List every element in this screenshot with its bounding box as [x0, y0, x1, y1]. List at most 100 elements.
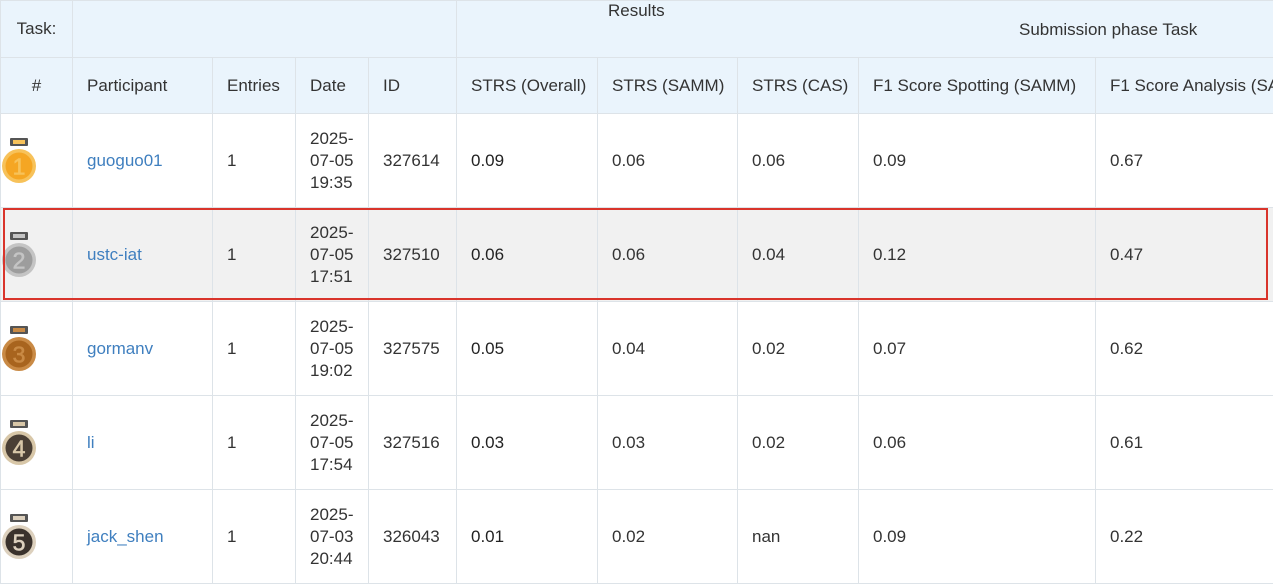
medal-number: 4	[13, 435, 26, 461]
f1-spotting-samm-cell: 0.07	[858, 301, 1096, 396]
gold-medal-icon: 1	[2, 137, 36, 183]
strs-cas-cell: 0.02	[737, 395, 859, 490]
table-row[interactable]: 1 guoguo01 1 2025- 07-05 19:35 327614 0.09 0.06 0…	[0, 113, 1273, 208]
date-time: 19:02	[310, 360, 353, 380]
date-cell: 2025- 07-03 20:44	[295, 489, 369, 584]
silver-medal-icon: 2	[2, 231, 36, 277]
entries-cell: 1	[212, 113, 296, 208]
table-row[interactable]: 2 ustc-iat 1 2025- 07-05 17:51 327510 0.06 0.06 0…	[0, 207, 1273, 302]
entries-cell: 1	[212, 207, 296, 302]
col-header-f1-spotting-samm[interactable]: F1 Score Spotting (SAMM)	[858, 57, 1096, 114]
date-year: 2025-	[310, 316, 354, 336]
col-header-strs-overall[interactable]: STRS (Overall)	[456, 57, 598, 114]
entries-cell: 1	[212, 489, 296, 584]
rank-cell: 2	[0, 207, 73, 302]
strs-overall-cell: 0.06	[456, 207, 598, 302]
date-year: 2025-	[310, 410, 354, 430]
header-spacer	[72, 0, 457, 58]
f1-spotting-samm-cell: 0.12	[858, 207, 1096, 302]
strs-samm-cell: 0.03	[597, 395, 738, 490]
strs-cas-cell: 0.04	[737, 207, 859, 302]
date-monthday: 07-05	[310, 150, 354, 170]
strs-overall-cell: 0.05	[456, 301, 598, 396]
f1-analysis-samm-cell: 0.61	[1095, 395, 1273, 490]
col-header-strs-samm[interactable]: STRS (SAMM)	[597, 57, 738, 114]
participant-link[interactable]: guoguo01	[87, 150, 163, 170]
date-monthday: 07-05	[310, 432, 354, 452]
date-cell: 2025- 07-05 19:02	[295, 301, 369, 396]
date-year: 2025-	[310, 222, 354, 242]
medal-number: 2	[13, 247, 26, 273]
date-year: 2025-	[310, 128, 354, 148]
f1-spotting-samm-cell: 0.06	[858, 395, 1096, 490]
f1-analysis-samm-cell: 0.67	[1095, 113, 1273, 208]
date-time: 17:51	[310, 266, 353, 286]
col-header-date[interactable]: Date	[295, 57, 369, 114]
rank-cell: 3	[0, 301, 73, 396]
table-row[interactable]: 5 jack_shen 1 2025- 07-03 20:44 326043 0.01 0.02…	[0, 489, 1273, 584]
f1-spotting-samm-cell: 0.09	[858, 113, 1096, 208]
date-monthday: 07-05	[310, 338, 354, 358]
col-header-entries[interactable]: Entries	[212, 57, 296, 114]
medal-4-icon: 4	[2, 419, 36, 465]
strs-cas-cell: 0.02	[737, 301, 859, 396]
rank-cell: 1	[0, 113, 73, 208]
f1-analysis-samm-cell: 0.47	[1095, 207, 1273, 302]
date-cell: 2025- 07-05 19:35	[295, 113, 369, 208]
entries-cell: 1	[212, 301, 296, 396]
participant-cell: li	[72, 395, 213, 490]
date-cell: 2025- 07-05 17:51	[295, 207, 369, 302]
col-header-id[interactable]: ID	[368, 57, 457, 114]
medal-number: 5	[13, 529, 26, 555]
participant-link[interactable]: ustc-iat	[87, 244, 142, 264]
rank-cell: 4	[0, 395, 73, 490]
table-row[interactable]: 3 gormanv 1 2025- 07-05 19:02 327575 0.05 0.04 0.…	[0, 301, 1273, 396]
date-time: 19:35	[310, 172, 353, 192]
id-cell: 326043	[368, 489, 457, 584]
col-header-rank[interactable]: #	[0, 57, 73, 114]
participant-cell: ustc-iat	[72, 207, 213, 302]
participant-cell: gormanv	[72, 301, 213, 396]
task-label: Task:	[0, 0, 73, 58]
strs-cas-cell: 0.06	[737, 113, 859, 208]
id-cell: 327575	[368, 301, 457, 396]
date-time: 17:54	[310, 454, 353, 474]
id-cell: 327614	[368, 113, 457, 208]
f1-analysis-samm-cell: 0.22	[1095, 489, 1273, 584]
col-header-strs-cas[interactable]: STRS (CAS)	[737, 57, 859, 114]
f1-spotting-samm-cell: 0.09	[858, 489, 1096, 584]
date-year: 2025-	[310, 504, 354, 524]
medal-number: 3	[13, 341, 26, 367]
phase-title: Submission phase Task	[1019, 20, 1198, 39]
strs-overall-cell: 0.09	[456, 113, 598, 208]
date-time: 20:44	[310, 548, 353, 568]
participant-link[interactable]: gormanv	[87, 338, 154, 358]
strs-overall-cell: 0.01	[456, 489, 598, 584]
col-header-f1-analysis-samm[interactable]: F1 Score Analysis (SAMM)	[1095, 57, 1273, 114]
strs-cas-cell: nan	[737, 489, 859, 584]
table-row[interactable]: 4 li 1 2025- 07-05 17:54 327516 0.03 0.03 0.02 0.0…	[0, 395, 1273, 490]
strs-samm-cell: 0.06	[597, 113, 738, 208]
id-cell: 327516	[368, 395, 457, 490]
date-monthday: 07-05	[310, 244, 354, 264]
f1-analysis-samm-cell: 0.62	[1095, 301, 1273, 396]
strs-samm-cell: 0.04	[597, 301, 738, 396]
participant-link[interactable]: jack_shen	[87, 526, 164, 546]
strs-overall-cell: 0.03	[456, 395, 598, 490]
strs-samm-cell: 0.06	[597, 207, 738, 302]
medal-5-icon: 5	[2, 513, 36, 559]
strs-samm-cell: 0.02	[597, 489, 738, 584]
bronze-medal-icon: 3	[2, 325, 36, 371]
date-cell: 2025- 07-05 17:54	[295, 395, 369, 490]
id-cell: 327510	[368, 207, 457, 302]
date-monthday: 07-03	[310, 526, 354, 546]
results-title: Results	[608, 1, 665, 21]
col-header-participant[interactable]: Participant	[72, 57, 213, 114]
participant-cell: guoguo01	[72, 113, 213, 208]
rank-cell: 5	[0, 489, 73, 584]
medal-number: 1	[13, 153, 26, 179]
participant-cell: jack_shen	[72, 489, 213, 584]
results-group-header: Results Submission phase Task	[456, 0, 1273, 58]
participant-link[interactable]: li	[87, 432, 95, 452]
